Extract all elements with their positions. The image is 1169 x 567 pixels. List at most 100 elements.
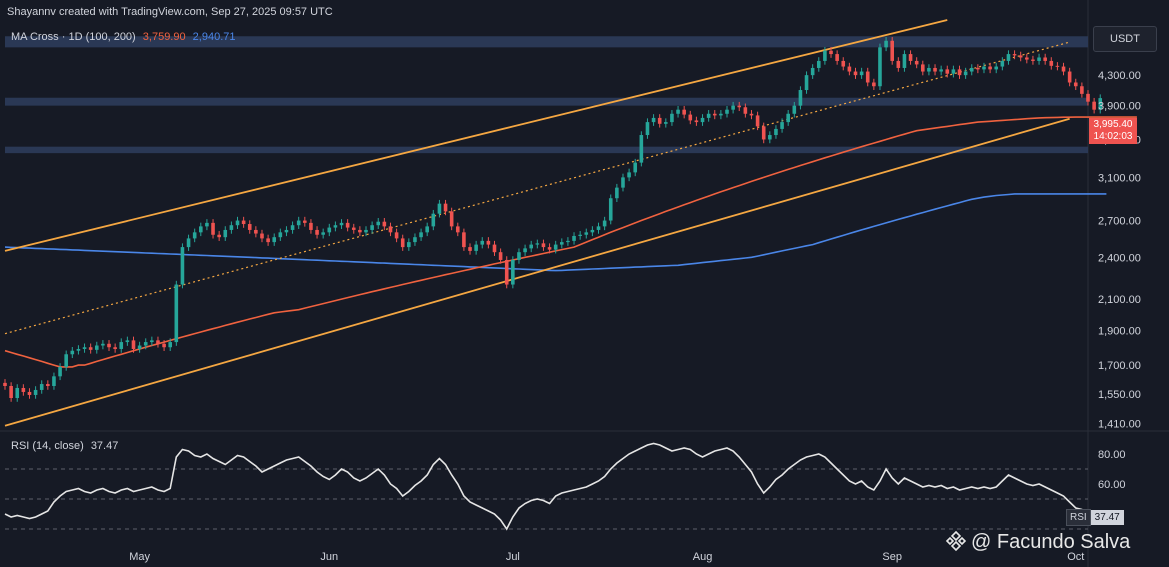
- candle: [872, 78, 876, 91]
- candle: [52, 372, 56, 390]
- candle-body: [1049, 60, 1054, 66]
- candle-body: [725, 109, 729, 114]
- resistance-zone: [5, 97, 1088, 106]
- candle-body: [3, 382, 7, 386]
- candle-body: [865, 71, 870, 83]
- candle: [296, 216, 301, 229]
- candle: [694, 116, 699, 126]
- candle: [156, 336, 160, 348]
- candle-body: [535, 243, 540, 245]
- candle: [847, 62, 852, 76]
- candle: [774, 125, 778, 139]
- candle-body: [627, 172, 631, 178]
- candle-body: [162, 343, 166, 348]
- watermark: @ Facundo Salva: [945, 530, 1130, 554]
- candle-body: [88, 347, 93, 350]
- candle-body: [137, 345, 142, 349]
- candle-body: [480, 240, 485, 245]
- resistance-zone: [5, 36, 1088, 48]
- candle: [107, 340, 111, 352]
- ma200-value: 2,940.71: [192, 31, 236, 43]
- candle: [229, 221, 234, 234]
- candle-body: [835, 54, 839, 61]
- resistance-zone: [5, 146, 1088, 154]
- candle: [266, 234, 270, 246]
- candle-body: [761, 126, 766, 140]
- candle-body: [358, 229, 362, 233]
- candle: [88, 343, 93, 354]
- currency-button[interactable]: USDT: [1093, 26, 1157, 52]
- candle-body: [70, 350, 75, 355]
- candle: [462, 228, 466, 251]
- candle-body: [407, 242, 411, 248]
- candle-body: [559, 242, 564, 245]
- candle-body: [455, 226, 460, 233]
- candle: [131, 336, 136, 353]
- candle-body: [266, 238, 270, 243]
- candle: [627, 168, 631, 182]
- candle-body: [743, 107, 748, 114]
- candle: [608, 194, 613, 225]
- candle-body: [664, 122, 668, 124]
- candle: [578, 231, 582, 240]
- rsi-legend-title: RSI (14, close): [11, 440, 84, 452]
- candle: [321, 228, 325, 239]
- candle: [315, 226, 319, 239]
- candle: [358, 226, 362, 237]
- candle: [27, 388, 32, 399]
- ma-legend-title: MA Cross · 1D (100, 200): [11, 31, 136, 43]
- candle: [247, 220, 252, 234]
- candle: [119, 338, 124, 353]
- rsi-tick-label: 60.00: [1098, 479, 1126, 491]
- candle: [333, 221, 338, 232]
- candle-body: [82, 347, 87, 349]
- candle-body: [33, 389, 38, 395]
- candle: [180, 243, 185, 289]
- candle: [664, 118, 668, 128]
- price-channel: [4, 19, 1070, 427]
- candle: [584, 228, 589, 239]
- candle: [602, 216, 607, 231]
- ma-legend: MA Cross · 1D (100, 200) 3,759.90 2,940.…: [11, 31, 236, 43]
- candle-body: [590, 229, 595, 233]
- candle-body: [816, 60, 821, 68]
- candle: [676, 105, 680, 118]
- candle: [1006, 50, 1011, 65]
- candle: [217, 231, 221, 241]
- candle-body: [107, 343, 111, 348]
- candle-body: [394, 232, 399, 239]
- candle: [1031, 55, 1035, 65]
- candle: [351, 223, 356, 234]
- candle: [64, 350, 68, 371]
- candle-body: [504, 259, 509, 285]
- candle: [486, 237, 491, 249]
- candle: [645, 118, 650, 139]
- candle-body: [64, 354, 68, 367]
- candle: [810, 64, 815, 79]
- candle: [933, 64, 937, 76]
- candle: [284, 226, 289, 237]
- candle: [969, 64, 974, 76]
- candle: [651, 114, 656, 126]
- candle: [853, 67, 858, 79]
- candle-body: [694, 120, 699, 123]
- ma200-line: [4, 193, 1107, 272]
- candle-body: [1055, 65, 1060, 67]
- candle: [816, 57, 821, 72]
- candle: [566, 237, 570, 246]
- candle-body: [333, 225, 338, 228]
- candle: [590, 226, 595, 237]
- candle: [21, 384, 26, 396]
- candle: [1080, 82, 1084, 98]
- candle-body: [223, 229, 228, 238]
- candle-body: [1080, 86, 1084, 94]
- last-price-value: 3,995.40: [1093, 119, 1133, 130]
- candle: [1012, 50, 1017, 60]
- candle: [46, 380, 50, 390]
- channel-middle-line: [4, 41, 1070, 335]
- candle-body: [156, 340, 160, 344]
- candle: [951, 65, 956, 78]
- candle: [639, 131, 644, 167]
- candle-body: [945, 69, 950, 74]
- candle: [1061, 62, 1066, 76]
